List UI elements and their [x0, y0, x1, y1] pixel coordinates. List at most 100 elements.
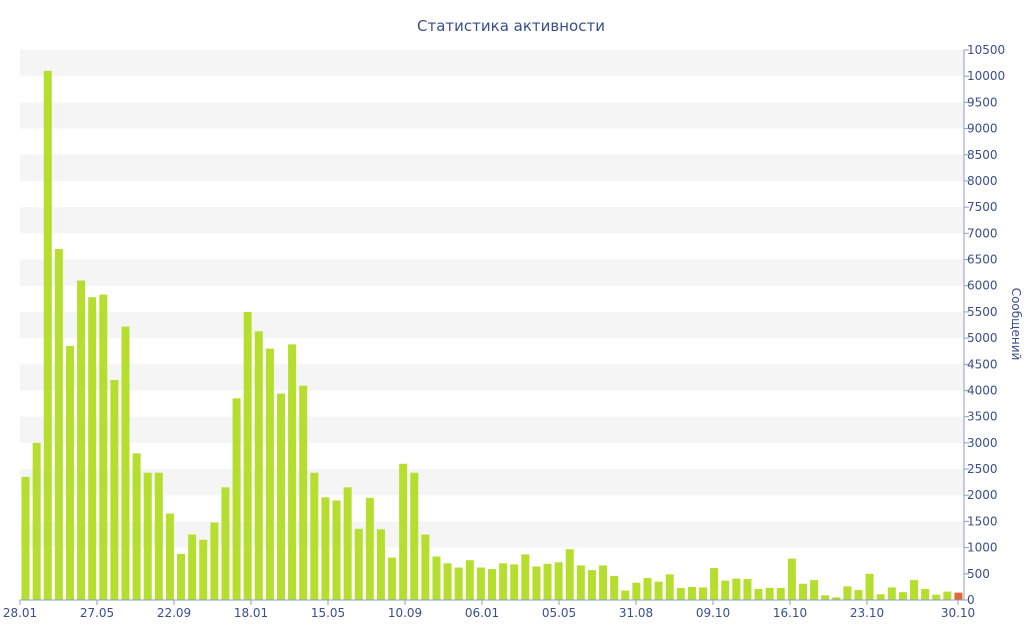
bar: [154, 472, 163, 600]
bar: [532, 566, 541, 600]
bar: [443, 563, 452, 600]
y-tick-label: 3000: [967, 436, 998, 450]
bar: [310, 472, 319, 600]
x-tick-label: 27.05: [80, 606, 114, 620]
grid-band: [20, 102, 964, 129]
bar: [110, 380, 119, 600]
bar: [99, 294, 108, 600]
bar: [177, 553, 186, 600]
y-tick-label: 4500: [967, 357, 998, 371]
y-tick-label: 1000: [967, 541, 998, 555]
bar: [621, 590, 630, 600]
bar: [88, 297, 97, 600]
bar: [210, 522, 219, 600]
grid-band: [20, 50, 964, 77]
bar: [454, 567, 463, 600]
y-tick-label: 500: [967, 567, 990, 581]
x-tick-label: 23.10: [850, 606, 884, 620]
y-tick-label: 5500: [967, 305, 998, 319]
bar: [810, 580, 819, 600]
bar: [243, 311, 252, 600]
x-axis: 28.01 27.05 22.09 18.01 15.05 10.09 06.01 05.05…: [3, 600, 975, 620]
y-tick-label: 8500: [967, 148, 998, 162]
y-tick-label: 5000: [967, 331, 998, 345]
y-tick-label: 2000: [967, 488, 998, 502]
bar: [521, 554, 530, 600]
bar: [376, 529, 385, 600]
x-tick-label: 16.10: [773, 606, 807, 620]
bar: [132, 453, 141, 600]
bar: [388, 557, 397, 600]
bar: [654, 581, 663, 600]
bar: [921, 589, 930, 600]
x-tick-label: 18.01: [234, 606, 268, 620]
bars-group: [21, 70, 963, 601]
bar: [43, 70, 52, 600]
y-tick-label: 9500: [967, 95, 998, 109]
y-tick-label: 10500: [967, 43, 1005, 57]
bar: [499, 563, 508, 600]
bar: [432, 556, 441, 600]
bar: [32, 442, 41, 600]
bar: [543, 563, 552, 600]
bar: [410, 472, 419, 600]
x-tick-label: 05.05: [542, 606, 576, 620]
bar: [732, 578, 741, 600]
bar: [354, 528, 363, 600]
bar: [565, 549, 574, 600]
grid-band: [20, 207, 964, 234]
bar: [910, 580, 919, 600]
bar: [576, 565, 585, 600]
bar: [865, 573, 874, 600]
grid-band: [20, 154, 964, 181]
bar: [943, 591, 952, 600]
bar: [21, 476, 30, 600]
x-tick-label: 10.09: [388, 606, 422, 620]
bar: [665, 574, 674, 600]
bar: [321, 497, 330, 600]
grid-band: [20, 259, 964, 286]
bar: [643, 578, 652, 600]
bar: [721, 580, 730, 600]
bar: [399, 463, 408, 600]
bar: [676, 587, 685, 600]
grid-band: [20, 364, 964, 391]
bar: [743, 579, 752, 600]
bar: [188, 534, 197, 600]
bar: [54, 249, 63, 601]
y-tick-label: 2500: [967, 462, 998, 476]
bar: [276, 393, 285, 600]
bar: [832, 597, 841, 600]
x-tick-label: 15.05: [311, 606, 345, 620]
bar: [821, 595, 830, 600]
y-tick-label: 9000: [967, 122, 998, 136]
bar: [254, 331, 263, 600]
x-tick-label: 28.01: [3, 606, 37, 620]
y-tick-label: 0: [967, 593, 975, 607]
bar: [510, 564, 519, 600]
bar: [143, 472, 152, 600]
bar: [843, 586, 852, 600]
x-tick-label: 22.09: [157, 606, 191, 620]
bar: [343, 487, 352, 600]
bar: [165, 513, 174, 600]
y-axis: 0 500 1000 1500 2000 2500 3000 3500 4000 4500 5000…: [963, 43, 1005, 607]
bar: [121, 326, 130, 600]
bar: [765, 587, 774, 600]
bar: [887, 587, 896, 600]
bar: [288, 344, 297, 600]
y-tick-label: 7500: [967, 200, 998, 214]
y-tick-label: 6500: [967, 253, 998, 267]
x-tick-label: 06.01: [465, 606, 499, 620]
y-tick-label: 10000: [967, 69, 1005, 83]
bar: [610, 575, 619, 600]
bar: [776, 587, 785, 600]
bar: [232, 398, 241, 600]
x-tick-label: 09.10: [696, 606, 730, 620]
y-tick-label: 7000: [967, 226, 998, 240]
bar: [476, 567, 485, 600]
bar: [199, 539, 208, 600]
bar-current: [954, 592, 963, 600]
bar: [221, 487, 230, 600]
